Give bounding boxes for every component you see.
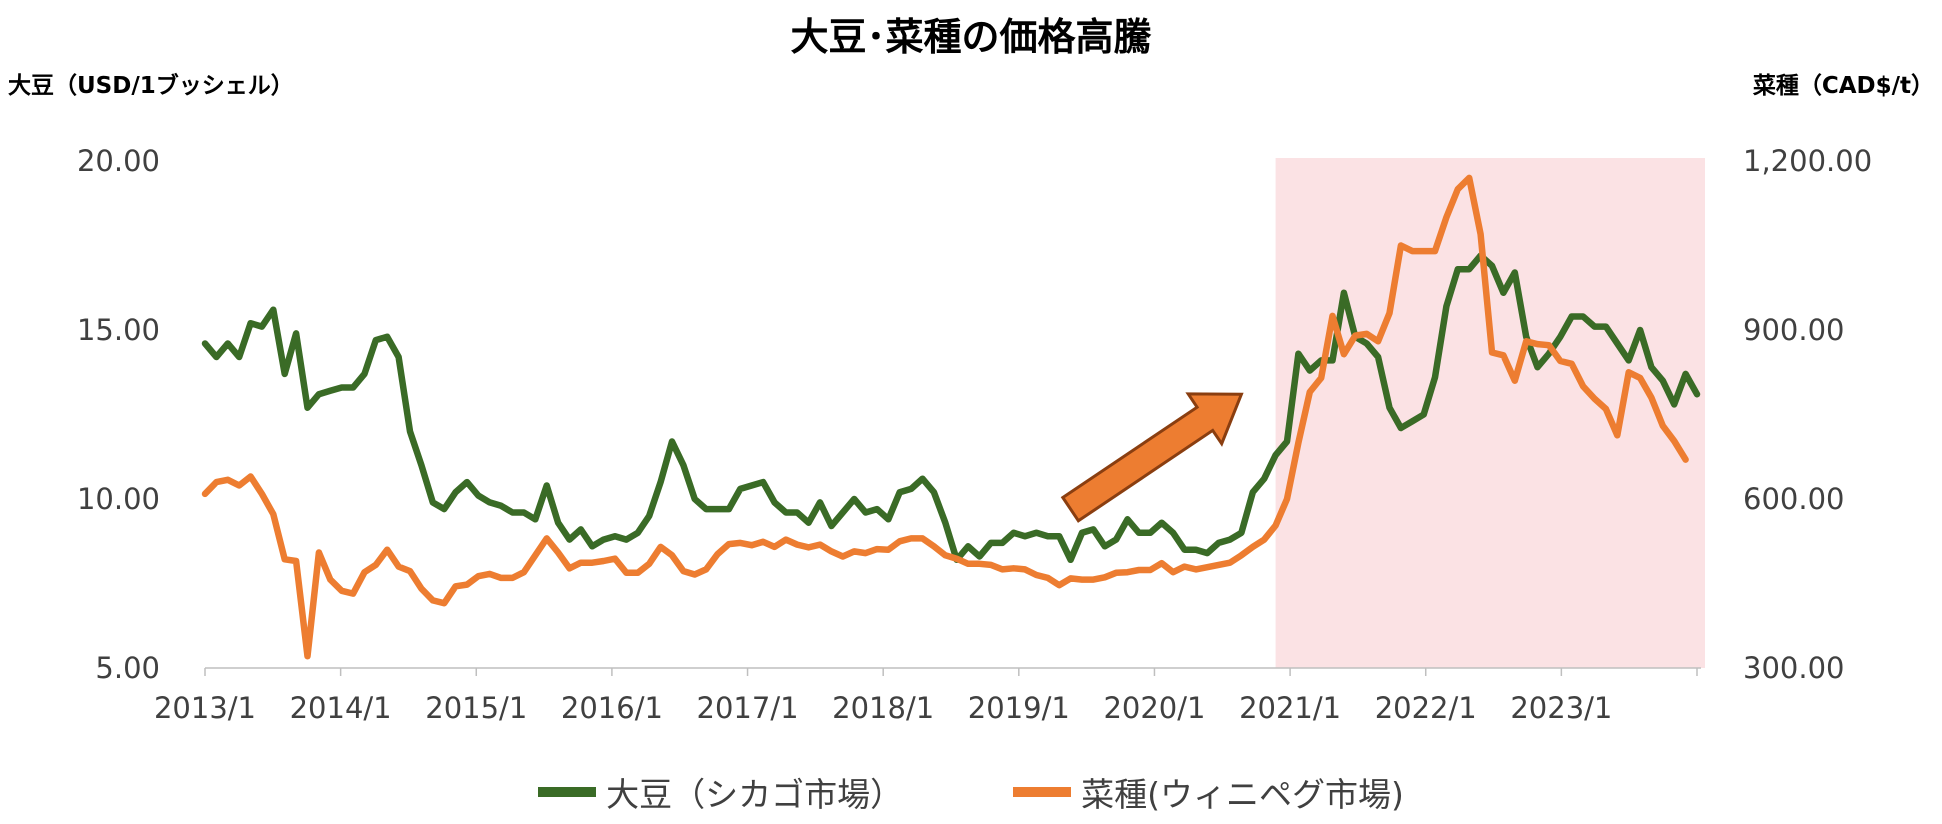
x-tick-label: 2015/1 (425, 691, 527, 725)
y-right-tick-label: 600.00 (1743, 482, 1844, 516)
highlight-region (1275, 158, 1705, 668)
left-axis-title: 大豆（USD/1ブッシェル） (8, 73, 294, 99)
legend-swatch-soy (538, 787, 597, 797)
chart-title: 大豆･菜種の価格高騰 (790, 15, 1152, 59)
legend-item-rapeseed: 菜種(ウィニペグ市場) (1013, 768, 1404, 816)
y-right-tick-label: 300.00 (1743, 651, 1844, 685)
x-tick-label: 2020/1 (1103, 691, 1205, 725)
y-right-tick-label: 1,200.00 (1743, 144, 1872, 178)
legend-item-soy: 大豆（シカゴ市場） (538, 768, 903, 816)
y-left-tick-label: 5.00 (95, 651, 160, 685)
x-tick-label: 2013/1 (154, 691, 256, 725)
legend-label-soy: 大豆（シカゴ市場） (606, 775, 904, 814)
x-tick-label: 2014/1 (290, 691, 392, 725)
y-right-tick-label: 900.00 (1743, 313, 1844, 347)
series-line-rapeseed (201, 174, 1689, 660)
x-tick-label: 2017/1 (697, 691, 799, 725)
x-tick-label: 2018/1 (832, 691, 934, 725)
y-left-tick-label: 20.00 (77, 144, 160, 178)
x-tick-label: 2016/1 (561, 691, 663, 725)
x-tick-label: 2019/1 (968, 691, 1070, 725)
y-left-tick-label: 10.00 (77, 482, 160, 516)
trend-arrow (1060, 392, 1244, 523)
series-line-soy (201, 252, 1701, 564)
legend-swatch-rapeseed (1013, 787, 1072, 797)
y-left-tick-label: 15.00 (77, 313, 160, 347)
x-tick-label: 2023/1 (1510, 691, 1612, 725)
x-tick-label: 2021/1 (1239, 691, 1341, 725)
x-tick-label: 2022/1 (1375, 691, 1477, 725)
right-axis-title: 菜種（CAD$/t） (1752, 73, 1934, 99)
chart-legend: 大豆（シカゴ市場） 菜種(ウィニペグ市場) (0, 768, 1942, 816)
legend-label-rapeseed: 菜種(ウィニペグ市場) (1081, 775, 1404, 814)
